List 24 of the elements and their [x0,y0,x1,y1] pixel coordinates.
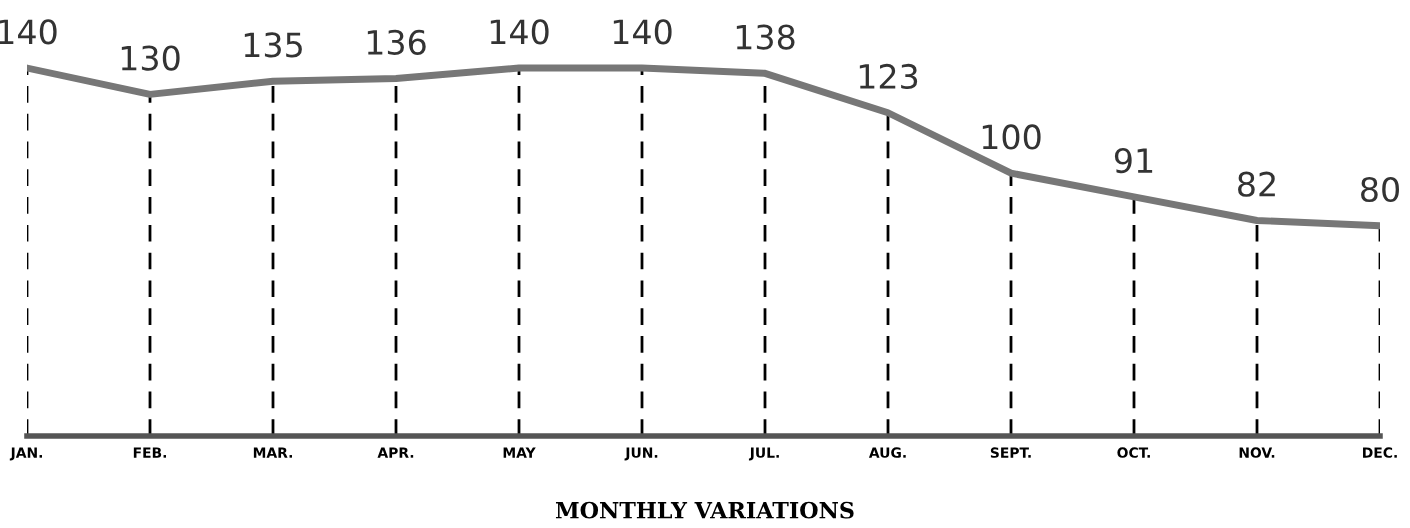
data-label: 123 [859,63,918,90]
x-tick-label: OCT. [1117,447,1150,458]
data-label: 80 [1361,176,1399,203]
x-tick-label: JUN. [624,447,658,461]
data-label: 135 [244,32,302,58]
x-tick-label: JUL. [748,447,779,461]
data-label: 100 [982,124,1041,150]
x-tick-label: SEPT. [990,447,1031,458]
x-tick-label: NOV. [1239,447,1275,458]
data-label: 140 [613,19,672,45]
data-label: 130 [121,45,180,71]
x-tick-label: APR. [377,447,414,458]
text: MONTHLY VARIATIONS [555,501,854,519]
data-label: 140 [490,19,549,45]
x-tick-label: JAN. [9,447,42,461]
data-label: 136 [367,29,426,55]
x-tick-label: MAR. [253,447,292,458]
data-label: 138 [736,24,795,50]
x-tick-label: AUG. [868,447,906,458]
data-label: 91 [1114,147,1153,174]
x-tick-label: DEC. [1363,447,1397,458]
x-tick-label: MAY [503,447,536,458]
data-label: 82 [1238,171,1275,197]
x-tick-label: FEB. [133,447,166,458]
